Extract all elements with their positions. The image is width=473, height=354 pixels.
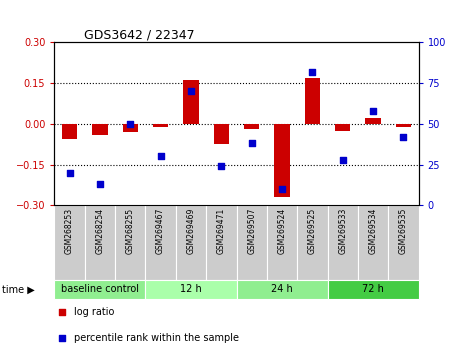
Bar (335, 124, 350, 131)
Text: GSM269471: GSM269471 (217, 207, 226, 254)
Text: GSM269535: GSM269535 (399, 207, 408, 254)
Text: GSM269507: GSM269507 (247, 207, 256, 254)
Text: GSM269534: GSM269534 (368, 207, 377, 254)
Point (66, 170, 73, 176)
Text: 12 h: 12 h (180, 284, 202, 295)
Bar (176, 205, 206, 280)
Bar (358, 205, 388, 280)
Point (278, 186, 286, 192)
Text: GDS3642 / 22347: GDS3642 / 22347 (84, 28, 194, 41)
Point (58, 309, 65, 315)
Text: time ▶: time ▶ (2, 284, 35, 295)
Text: GSM268254: GSM268254 (96, 207, 105, 254)
Bar (274, 124, 289, 197)
Bar (327, 280, 419, 299)
Bar (305, 78, 320, 124)
Text: 72 h: 72 h (362, 284, 384, 295)
Point (58, 335, 65, 341)
Point (339, 157, 347, 162)
Text: baseline control: baseline control (61, 284, 139, 295)
Bar (388, 205, 419, 280)
Bar (153, 124, 168, 127)
Bar (115, 205, 146, 280)
Bar (206, 205, 236, 280)
Point (248, 141, 255, 146)
Point (187, 88, 195, 94)
Text: GSM268253: GSM268253 (65, 207, 74, 254)
Text: log ratio: log ratio (74, 307, 115, 317)
Bar (236, 205, 267, 280)
Bar (184, 80, 199, 124)
Bar (297, 205, 327, 280)
Text: GSM269469: GSM269469 (186, 207, 195, 254)
Point (218, 164, 225, 169)
Bar (85, 205, 115, 280)
Text: 24 h: 24 h (271, 284, 293, 295)
Bar (396, 124, 411, 127)
Bar (244, 124, 259, 129)
Text: GSM268255: GSM268255 (126, 207, 135, 254)
Bar (54, 280, 146, 299)
Point (96, 181, 104, 187)
Text: GSM269533: GSM269533 (338, 207, 347, 254)
Point (369, 108, 377, 114)
Point (308, 69, 316, 75)
Bar (267, 205, 297, 280)
Bar (146, 205, 176, 280)
Bar (123, 124, 138, 132)
Bar (54, 205, 85, 280)
Text: GSM269467: GSM269467 (156, 207, 165, 254)
Point (157, 154, 165, 159)
Text: GSM269525: GSM269525 (308, 207, 317, 254)
Bar (214, 124, 229, 144)
Text: GSM269524: GSM269524 (278, 207, 287, 254)
Bar (236, 280, 327, 299)
Bar (146, 280, 236, 299)
Bar (366, 119, 381, 124)
Text: percentile rank within the sample: percentile rank within the sample (74, 333, 239, 343)
Bar (327, 205, 358, 280)
Bar (62, 124, 77, 139)
Point (126, 121, 134, 127)
Point (400, 134, 407, 140)
Bar (92, 124, 107, 135)
